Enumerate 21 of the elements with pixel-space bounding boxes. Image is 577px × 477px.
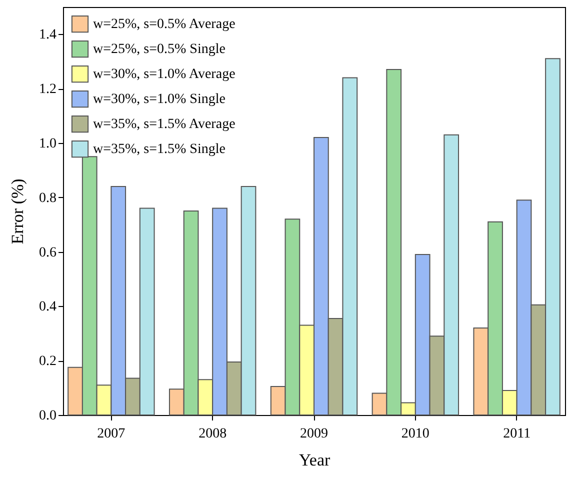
x-tick-label: 2008 (198, 426, 227, 442)
x-tick-label: 2010 (401, 426, 430, 442)
legend-label: w=30%, s=1.0% Single (93, 92, 226, 107)
y-tick-label: 1.0 (39, 136, 56, 152)
y-tick-label: 1.4 (39, 28, 56, 43)
y-tick-label: 0.8 (39, 190, 56, 206)
y-tick-label: 0.4 (39, 300, 56, 315)
x-tick-label: 2009 (300, 426, 328, 442)
y-tick-label: 0.0 (39, 408, 56, 424)
y-axis-title: Error (%) (8, 178, 27, 244)
legend-label: w=30%, s=1.0% Average (93, 67, 236, 82)
y-tick-label: 0.2 (39, 354, 56, 370)
legend-label: w=35%, s=1.5% Single (93, 142, 226, 157)
x-tick-label: 2007 (97, 426, 126, 442)
y-tick-label: 0.6 (39, 245, 56, 260)
legend-label: w=35%, s=1.5% Average (93, 117, 236, 132)
legend-label: w=25%, s=0.5% Single (93, 42, 226, 57)
x-tick-label: 2011 (503, 426, 531, 442)
x-axis-title: Year (298, 450, 330, 470)
y-tick-label: 1.2 (39, 82, 56, 98)
legend-label: w=25%, s=0.5% Average (93, 17, 236, 32)
